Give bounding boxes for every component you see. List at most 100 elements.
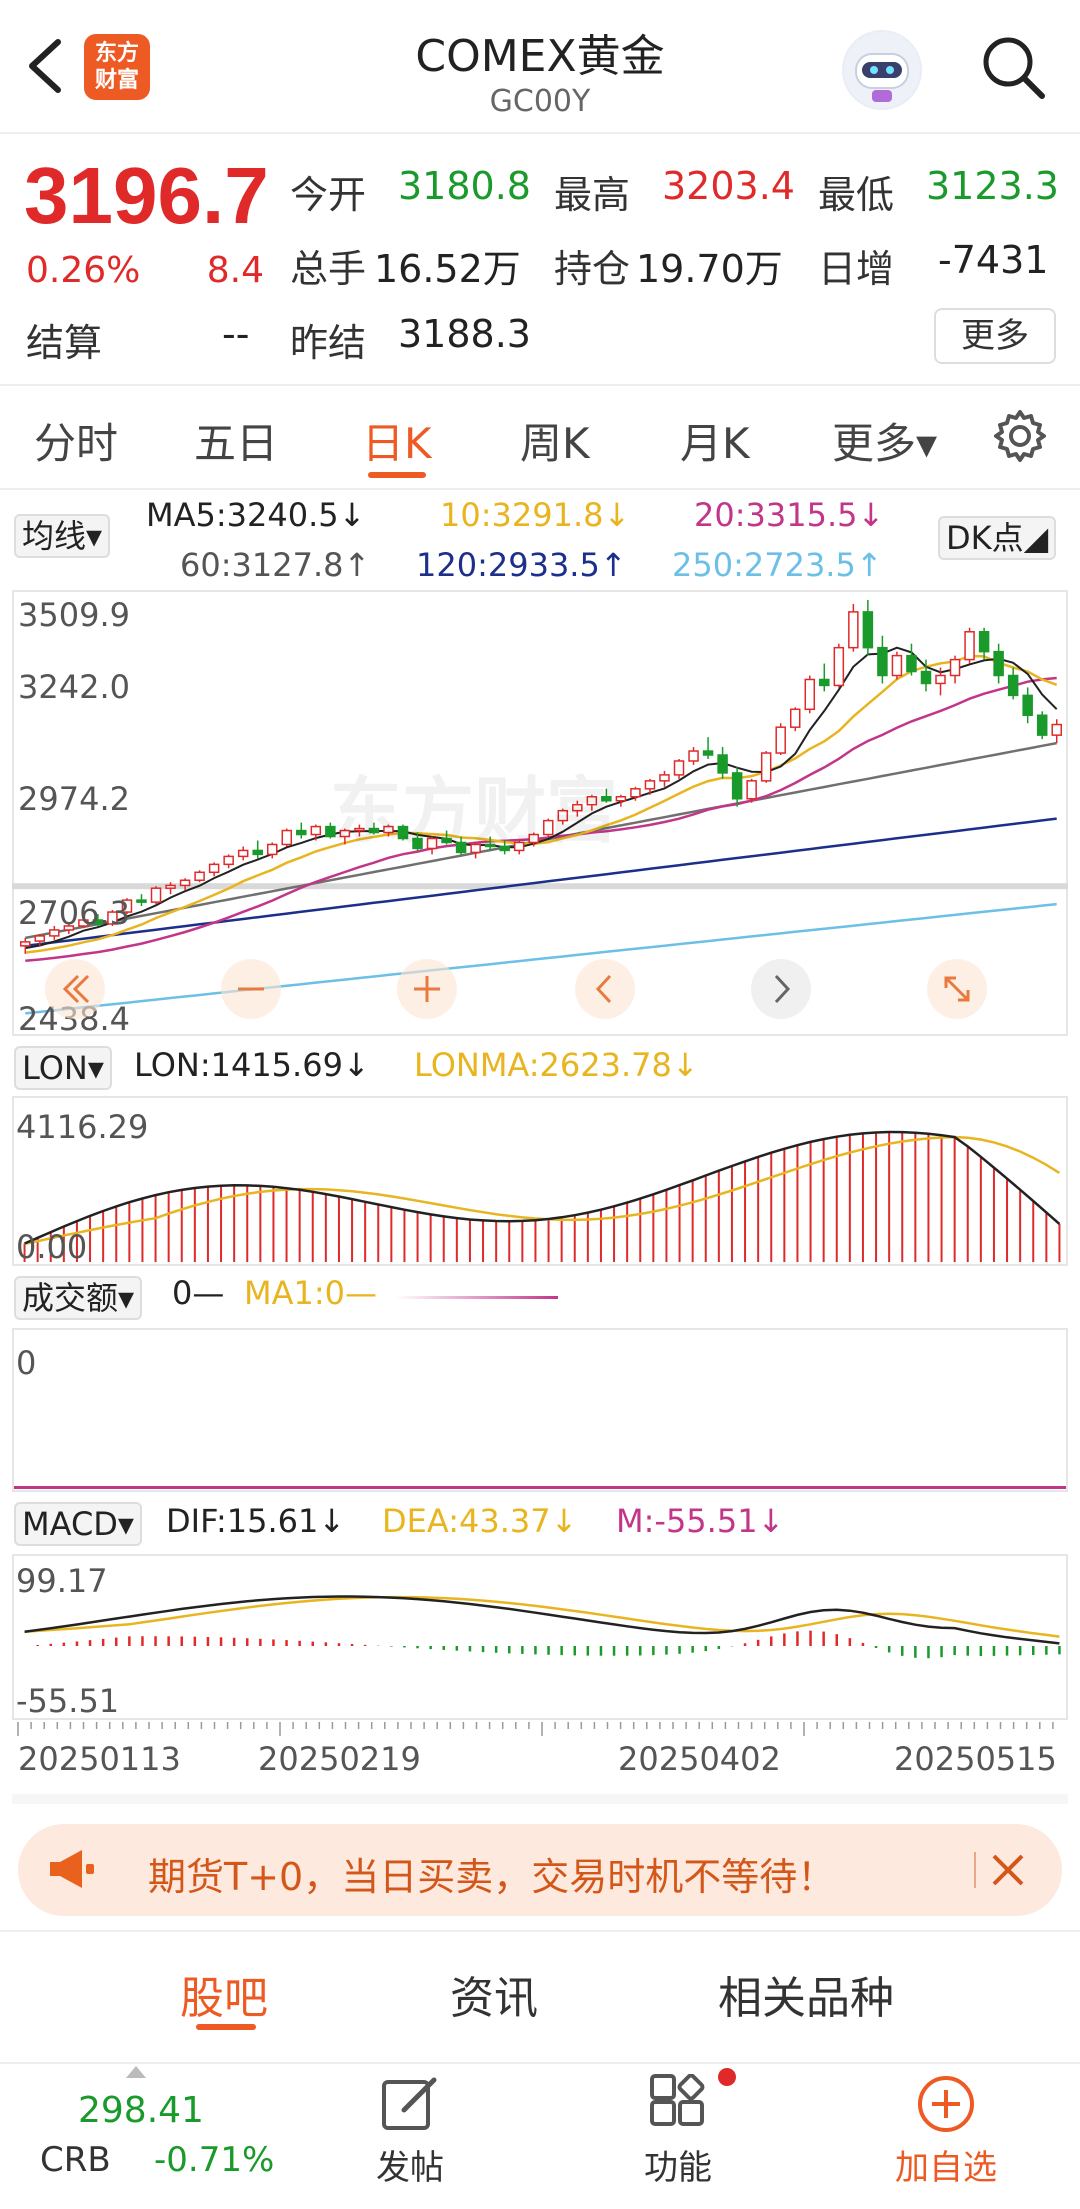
candle-up xyxy=(935,674,946,685)
amount-selector[interactable]: 成交额▾ xyxy=(14,1276,143,1320)
candle-up xyxy=(179,879,191,887)
divider xyxy=(0,488,1080,490)
crb-value[interactable]: 298.41 xyxy=(78,2090,204,2131)
candle-up xyxy=(688,750,699,762)
candle-up xyxy=(572,803,583,812)
candle-up xyxy=(165,884,176,889)
lon-chart[interactable] xyxy=(12,1096,1068,1266)
lon-y-top: 4116.29 xyxy=(16,1108,149,1146)
dk-point-button[interactable]: DK点◢ xyxy=(938,516,1057,560)
dif-line xyxy=(24,1595,1060,1645)
candle-down xyxy=(441,837,452,844)
active-tab-indicator xyxy=(196,2024,256,2030)
add-watchlist-icon[interactable] xyxy=(916,2074,976,2134)
bottom-bar xyxy=(0,2062,1080,2209)
candle-up xyxy=(107,911,118,925)
settle-value: -- xyxy=(222,312,250,356)
tab-monthly-k[interactable]: 月K xyxy=(680,419,750,468)
post-label[interactable]: 发帖 xyxy=(376,2148,444,2188)
candle-down xyxy=(136,899,147,903)
high-value: 3203.4 xyxy=(662,164,795,208)
candle-down xyxy=(717,754,728,774)
fullscreen-icon[interactable] xyxy=(922,958,992,1020)
promo-banner[interactable] xyxy=(18,1824,1062,1916)
functions-grid-icon[interactable] xyxy=(648,2074,708,2132)
amount-value: 0— xyxy=(172,1274,225,1312)
candle-up xyxy=(426,837,438,850)
lon-line xyxy=(24,1130,1061,1245)
macd-chart-frame xyxy=(12,1554,1068,1720)
ma250-line xyxy=(25,902,1057,1015)
tab-forum[interactable]: 股吧 xyxy=(180,1973,268,2024)
candle-up xyxy=(354,827,365,832)
macd-y-top: 99.17 xyxy=(16,1562,108,1600)
candle-up xyxy=(1051,723,1062,736)
kline-chart[interactable] xyxy=(12,590,1068,1036)
candle-down xyxy=(702,750,714,756)
promo-text[interactable]: 期货T+0，当日买卖，交易时机不等待！ xyxy=(148,1855,836,1899)
gear-icon[interactable] xyxy=(992,408,1048,464)
candle-down xyxy=(731,772,743,800)
candle-up xyxy=(78,919,89,927)
tab-weekly-k[interactable]: 周K xyxy=(520,419,590,468)
candle-down xyxy=(819,678,830,687)
close-icon[interactable] xyxy=(990,1852,1026,1888)
change-percent: 0.26% xyxy=(26,250,141,291)
lon-selector[interactable]: LON▾ xyxy=(14,1046,112,1090)
assistant-robot-icon[interactable] xyxy=(842,30,922,110)
candle-up xyxy=(513,841,525,852)
reference-band xyxy=(12,883,1068,890)
logo-text-2: 财富 xyxy=(94,68,139,93)
more-button[interactable]: 更多 xyxy=(934,308,1056,364)
candle-down xyxy=(601,796,612,802)
tab-related[interactable]: 相关品种 xyxy=(718,1973,894,2024)
lon-y-bottom: 0.00 xyxy=(16,1228,88,1266)
candle-up xyxy=(150,887,162,903)
candle-up xyxy=(615,796,627,802)
candle-up xyxy=(281,829,293,846)
amount-chart-frame xyxy=(12,1328,1068,1492)
x-axis-ticks xyxy=(17,1722,1054,1736)
ma5-value: MA5:3240.5↓ xyxy=(146,496,366,534)
tab-intraday[interactable]: 分时 xyxy=(34,419,119,468)
candle-up xyxy=(528,833,539,844)
back-arrow-icon[interactable] xyxy=(22,36,70,96)
page-title: COMEX黄金 xyxy=(415,31,665,82)
collapse-caret-icon[interactable] xyxy=(126,2066,146,2078)
ma120-line xyxy=(25,817,1057,948)
macd-selector[interactable]: MACD▾ xyxy=(14,1502,142,1546)
ma-selector[interactable]: 均线▾ xyxy=(14,514,111,558)
tab-news[interactable]: 资讯 xyxy=(450,1973,538,2024)
candle-up xyxy=(644,780,656,790)
tab-five-day[interactable]: 五日 xyxy=(194,419,279,468)
candle-up xyxy=(49,929,60,937)
candle-down xyxy=(906,654,917,673)
candle-down xyxy=(325,825,336,838)
daily-increase-value: -7431 xyxy=(938,238,1049,282)
functions-label[interactable]: 功能 xyxy=(644,2148,712,2188)
candle-down xyxy=(920,670,932,685)
megaphone-icon xyxy=(50,1850,94,1888)
crb-label[interactable]: CRB xyxy=(40,2140,111,2180)
zoom-in-icon[interactable] xyxy=(392,958,462,1020)
compose-post-icon[interactable] xyxy=(380,2074,440,2132)
tab-more-periods[interactable]: 更多▾ xyxy=(832,419,938,468)
zoom-out-icon[interactable] xyxy=(216,958,286,1020)
kline-chart-frame[interactable] xyxy=(12,590,1068,1036)
tab-daily-k[interactable]: 日K xyxy=(362,419,432,468)
candle-up xyxy=(237,849,249,858)
scroll-right-icon[interactable] xyxy=(746,958,816,1020)
crb-percent[interactable]: -0.71% xyxy=(154,2140,275,2180)
scroll-to-start-icon[interactable] xyxy=(40,958,110,1020)
ma20-value: 20:3315.5↓ xyxy=(694,496,885,534)
candle-up xyxy=(673,760,685,776)
search-icon[interactable] xyxy=(980,34,1046,100)
candle-up xyxy=(194,871,205,881)
candle-up xyxy=(586,796,598,806)
scroll-left-icon[interactable] xyxy=(570,958,640,1020)
candle-up xyxy=(223,855,234,866)
macd-chart[interactable] xyxy=(12,1554,1068,1720)
add-watchlist-label[interactable]: 加自选 xyxy=(895,2148,997,2188)
lon-chart-frame xyxy=(12,1096,1068,1266)
candle-up xyxy=(949,658,961,677)
